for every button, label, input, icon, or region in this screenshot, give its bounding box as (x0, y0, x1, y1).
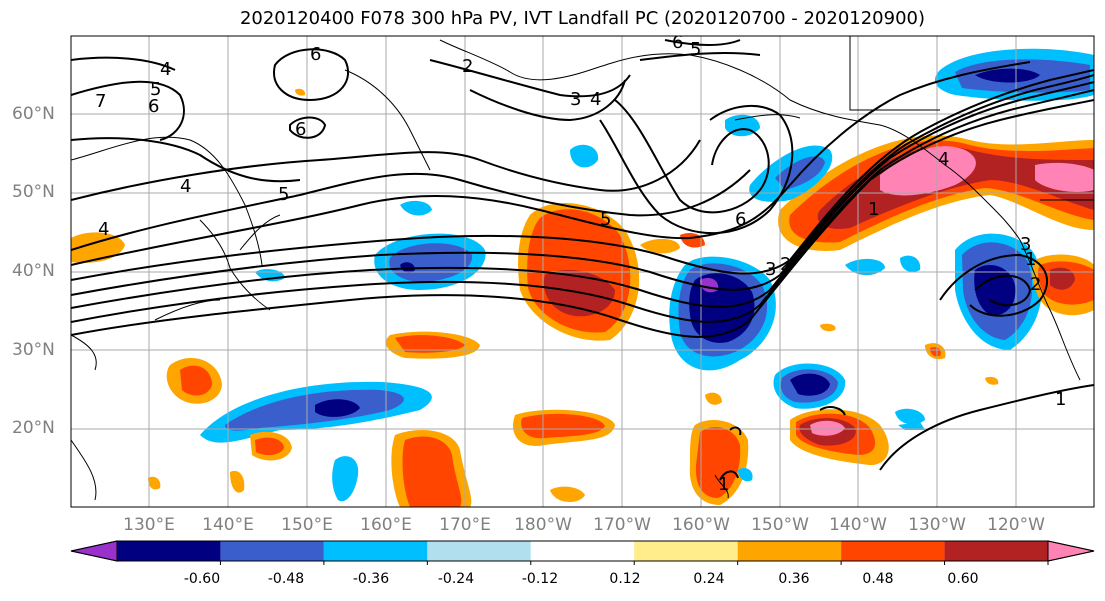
contour-label: 6 (735, 209, 746, 230)
contour-label: 1 (1025, 249, 1036, 270)
contour-labels: 7 6 5 4 6 6 5 2 3 4 6 5 5 6 4 3 2 1 1 4 … (95, 32, 1066, 495)
map-gridlines (71, 36, 1094, 507)
contour-label: 3 (765, 259, 776, 280)
lat-label: 60°N (12, 104, 55, 124)
contour-label: 4 (160, 59, 171, 80)
contour-label: 4 (590, 89, 601, 110)
colorbar-tick-label: 0.36 (778, 571, 810, 587)
contour-label: 2 (1030, 274, 1041, 295)
lat-label: 40°N (12, 261, 55, 281)
colorbar-tick-label: -0.60 (183, 571, 221, 587)
contour-label: 6 (295, 119, 306, 140)
lon-label: 140°W (829, 515, 887, 535)
contour-label: 3 (1020, 234, 1031, 255)
contour-label: 2 (462, 56, 473, 77)
colorbar-tick-label: 0.24 (693, 571, 725, 587)
contour-label: 6 (310, 44, 321, 65)
contour-label: 6 (148, 96, 159, 117)
lon-label: 170°E (439, 515, 491, 535)
colorbar-tick-label: 0.48 (862, 571, 894, 587)
contour-label: 3 (570, 89, 581, 110)
lon-label: 180°W (514, 515, 572, 535)
lat-label: 50°N (12, 182, 55, 202)
contour-label: 2 (780, 254, 791, 275)
lat-label: 20°N (12, 418, 55, 438)
lon-label: 170°W (593, 515, 651, 535)
contour-label: 4 (98, 219, 109, 240)
map-title: 2020120400 F078 300 hPa PV, IVT Landfall… (239, 8, 926, 29)
pv-contours (71, 39, 1094, 481)
colorbar-tick-label: -0.48 (267, 571, 305, 587)
lon-label: 130°E (123, 515, 175, 535)
contour-label: 5 (150, 79, 161, 100)
colorbar-tick-label: -0.36 (352, 571, 390, 587)
contour-label: 4 (938, 149, 949, 170)
lon-label: 160°W (672, 515, 730, 535)
lon-label: 150°E (281, 515, 333, 535)
lon-label: 120°W (987, 515, 1045, 535)
contour-label: 1 (1055, 389, 1066, 410)
colorbar-tick-label: -0.24 (437, 571, 475, 587)
contour-label: 5 (690, 39, 701, 60)
lon-label: 160°E (360, 515, 412, 535)
contour-label: 5 (278, 184, 289, 205)
colorbar-tick-label: 0.60 (947, 571, 979, 587)
lon-label: 130°W (908, 515, 966, 535)
contour-label: 6 (672, 32, 683, 53)
contour-label: 7 (95, 91, 106, 112)
contour-label: 4 (180, 176, 191, 197)
lat-label: 30°N (12, 340, 55, 360)
colorbar-tick-label: 0.12 (609, 571, 641, 587)
lon-label: 150°W (751, 515, 809, 535)
contour-label: 1 (868, 199, 879, 220)
colorbar-tick-label: -0.12 (521, 571, 559, 587)
contour-label: 1 (718, 474, 729, 495)
lon-label: 140°E (202, 515, 254, 535)
contour-label: 5 (600, 209, 611, 230)
